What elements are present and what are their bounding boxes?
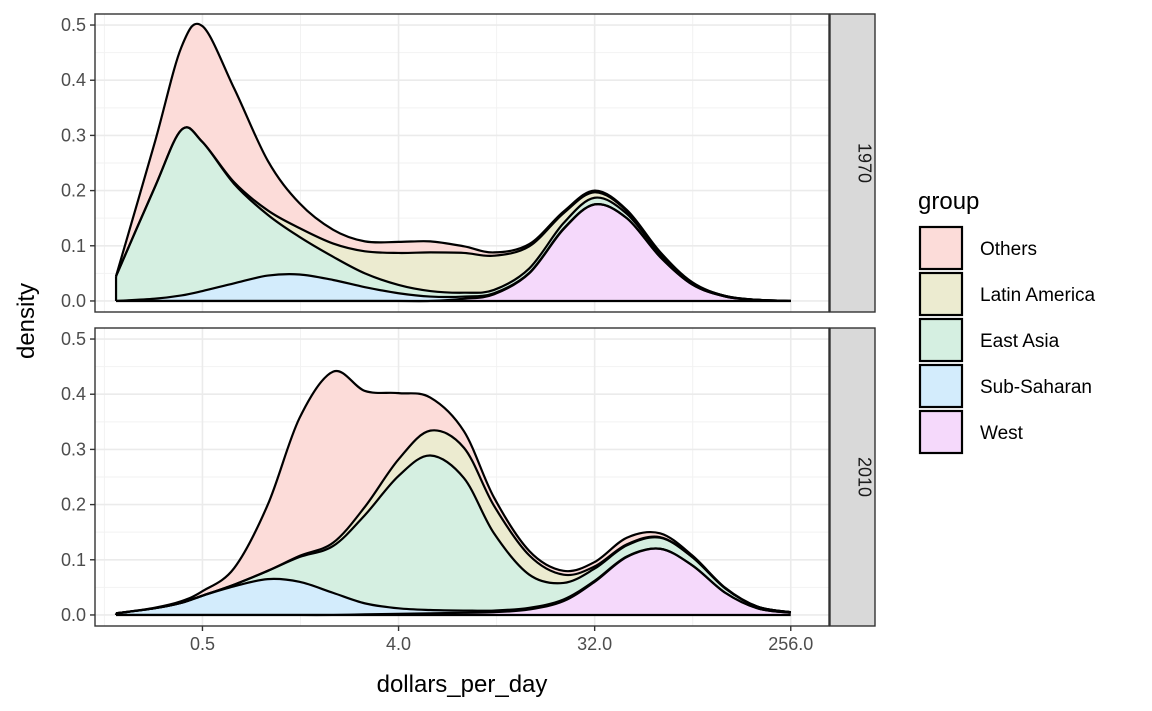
y-tick-label: 0.4 (61, 384, 86, 404)
legend-item-sub-saharan: Sub-Saharan (918, 363, 1092, 409)
y-axis-2010: 0.0 0.1 0.2 0.3 0.4 0.5 (61, 329, 95, 625)
legend-label: East Asia (980, 331, 1060, 352)
legend-item-others: Others (918, 225, 1037, 271)
outline-others (114, 22, 791, 303)
legend-label: Latin America (980, 285, 1096, 306)
area-east-asia (116, 127, 791, 301)
outline-sub-saharan (115, 203, 791, 303)
panel-2010: 0.0 0.1 0.2 0.3 0.4 0.5 2010 (61, 327, 876, 627)
legend-item-latin-america: Latin America (918, 271, 1096, 317)
strip-label: 1970 (855, 143, 875, 183)
outline-latin-america (115, 429, 791, 615)
y-tick-label: 0.2 (61, 181, 86, 201)
y-tick-label: 0.1 (61, 236, 86, 256)
x-axis-title: dollars_per_day (377, 671, 548, 698)
area-sub-saharan (116, 204, 791, 302)
legend-key (918, 317, 964, 363)
legend-label: Others (980, 239, 1037, 260)
y-tick-label: 0.4 (61, 70, 86, 90)
y-tick-label: 0.5 (61, 329, 86, 349)
area-others (116, 370, 791, 614)
strip-1970 (829, 13, 876, 313)
x-tick-label: 4.0 (386, 634, 411, 654)
y-tick-label: 0.3 (61, 125, 86, 145)
x-tick-label: 0.5 (190, 634, 215, 654)
legend-label: Sub-Saharan (980, 377, 1092, 398)
y-axis-title: density (13, 283, 40, 359)
x-axis: 0.5 4.0 32.0 256.0 (190, 626, 813, 654)
y-tick-label: 0.3 (61, 439, 86, 459)
y-tick-label: 0.0 (61, 291, 86, 311)
outline-others (115, 369, 791, 615)
area-west (116, 548, 791, 615)
y-axis-1970: 0.0 0.1 0.2 0.3 0.4 0.5 (61, 15, 95, 311)
legend-key (918, 409, 964, 455)
facet-panels: 0.0 0.1 0.2 0.3 0.4 0.5 1970 0.0 0.1 0.2 0.3 0.4 0.5… (61, 13, 876, 627)
panel-border (94, 327, 830, 627)
legend-item-east-asia: East Asia (918, 317, 1060, 363)
x-tick-label: 32.0 (577, 634, 612, 654)
area-west (116, 204, 791, 302)
legend-key (918, 225, 964, 271)
x-tick-label: 256.0 (768, 634, 813, 654)
legend-title: group (918, 188, 979, 215)
y-tick-label: 0.0 (61, 605, 86, 625)
legend-key (918, 363, 964, 409)
area-latin-america (116, 127, 791, 301)
strip-2010 (829, 327, 876, 627)
y-tick-label: 0.1 (61, 550, 86, 570)
strip-label: 2010 (855, 457, 875, 497)
area-sub-saharan (116, 548, 791, 615)
legend-item-west: West (918, 409, 1024, 455)
stacked-areas (114, 22, 791, 303)
y-tick-label: 0.2 (61, 495, 86, 515)
panel-1970: 0.0 0.1 0.2 0.3 0.4 0.5 1970 (61, 13, 876, 313)
panel-border (94, 13, 830, 313)
y-tick-label: 0.5 (61, 15, 86, 35)
legend-label: West (980, 423, 1024, 444)
area-east-asia (116, 455, 791, 614)
legend: group Others Latin America East Asia Sub-Sa… (918, 188, 1096, 455)
stacked-areas (114, 369, 791, 617)
legend-key (918, 271, 964, 317)
